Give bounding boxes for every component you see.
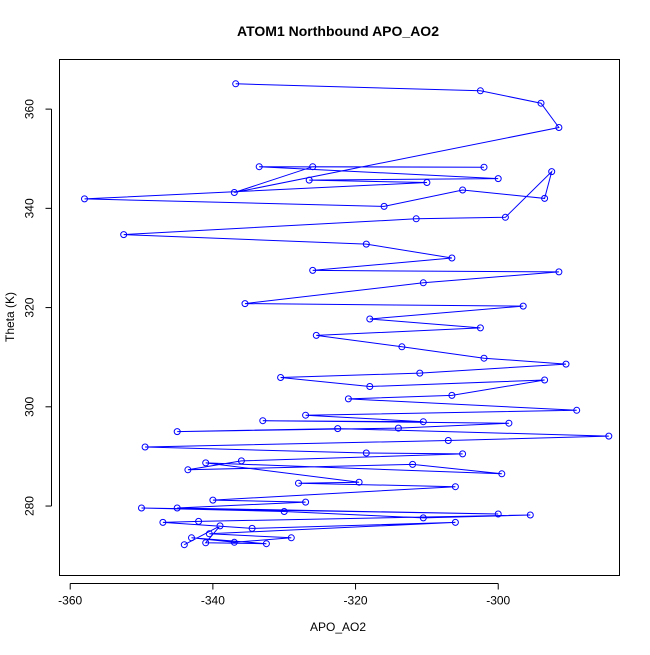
data-point: [344, 395, 352, 403]
x-tick-label: -340: [201, 594, 225, 608]
data-point: [159, 518, 167, 526]
data-point: [287, 534, 295, 542]
y-tick-label: 280: [23, 496, 37, 516]
data-point: [409, 460, 417, 468]
data-point: [555, 124, 563, 131]
plot-frame: [59, 59, 620, 576]
data-point: [519, 302, 527, 310]
data-point: [394, 424, 402, 432]
data-point: [188, 534, 195, 542]
data-point: [312, 331, 320, 339]
data-point: [255, 163, 263, 171]
data-point: [451, 518, 459, 526]
data-point: [277, 374, 285, 381]
data-point: [334, 425, 342, 433]
data-point: [451, 483, 459, 491]
data-point: [541, 376, 549, 384]
data-point: [573, 406, 581, 414]
data-point: [448, 254, 456, 262]
data-series: [81, 80, 613, 549]
data-point: [205, 530, 213, 538]
data-point: [173, 428, 181, 436]
data-point: [302, 411, 310, 419]
x-tick-label: -360: [58, 594, 82, 608]
data-point: [309, 163, 317, 171]
data-point: [280, 508, 288, 515]
data-point: [423, 179, 431, 186]
data-point: [216, 522, 224, 530]
data-point: [494, 510, 502, 518]
data-point: [237, 457, 245, 465]
data-point: [120, 231, 128, 239]
data-point: [380, 202, 388, 210]
x-axis-label: APO_AO2: [310, 620, 366, 634]
axes: -360 -340 -320 -300 280 300 320 340 360: [23, 99, 511, 608]
data-point: [444, 437, 452, 444]
data-point: [362, 449, 370, 457]
y-tick-label: 320: [23, 297, 37, 317]
data-point: [81, 195, 88, 203]
data-point: [541, 194, 549, 202]
data-point: [476, 324, 484, 332]
data-point: [259, 417, 267, 425]
y-axis-label: Theta (K): [3, 292, 17, 342]
data-point: [537, 99, 545, 107]
data-point: [138, 504, 145, 512]
data-point: [548, 168, 556, 176]
data-point: [295, 479, 302, 487]
data-point: [241, 300, 249, 308]
y-tick-label: 360: [23, 99, 37, 119]
data-point: [232, 80, 240, 88]
data-point: [202, 459, 210, 467]
data-point: [459, 450, 467, 458]
y-tick-label: 300: [23, 396, 37, 416]
data-point: [605, 432, 613, 440]
data-point: [230, 189, 238, 196]
data-point: [180, 541, 188, 549]
data-point: [501, 213, 509, 221]
data-point: [355, 478, 363, 486]
data-point: [366, 315, 374, 323]
y-tick-label: 340: [23, 198, 37, 218]
data-point: [262, 540, 270, 548]
data-point: [302, 498, 310, 506]
data-point: [141, 443, 149, 451]
data-point: [412, 215, 420, 223]
data-point: [562, 360, 570, 368]
data-point: [459, 186, 467, 194]
series-line: [84, 83, 609, 546]
data-point: [184, 466, 192, 474]
data-point: [195, 517, 203, 525]
data-point: [248, 524, 256, 532]
data-point: [362, 240, 370, 248]
x-tick-label: -300: [486, 594, 510, 608]
data-point: [366, 383, 374, 390]
data-point: [494, 175, 502, 183]
chart-title: ATOM1 Northbound APO_AO2: [237, 23, 439, 39]
data-point: [480, 354, 488, 362]
data-point: [309, 266, 317, 274]
data-point: [416, 369, 424, 377]
x-tick-label: -320: [344, 594, 368, 608]
data-point: [505, 419, 513, 427]
data-point: [419, 418, 427, 426]
data-point: [209, 496, 217, 504]
data-point: [230, 538, 238, 546]
data-point: [202, 539, 210, 547]
data-point: [419, 514, 427, 522]
data-point: [448, 391, 456, 399]
series-layer: [81, 80, 613, 549]
data-point: [555, 268, 563, 276]
data-point: [398, 343, 406, 351]
data-point: [480, 163, 488, 171]
data-point: [498, 470, 506, 478]
data-point: [173, 504, 181, 512]
data-point: [526, 511, 534, 519]
data-point: [419, 279, 427, 287]
data-point: [305, 176, 313, 184]
data-point: [476, 87, 484, 95]
